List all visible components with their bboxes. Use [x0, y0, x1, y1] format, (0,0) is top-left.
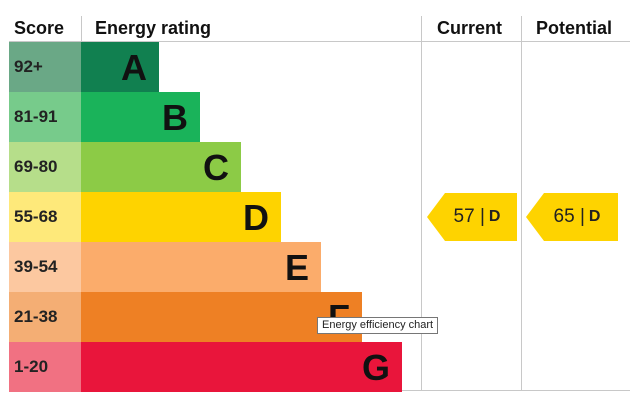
rating-bar-c: C	[81, 142, 241, 192]
rating-letter-c: C	[203, 147, 229, 188]
column-divider-potential	[521, 16, 522, 391]
rating-letter-g: G	[361, 347, 390, 388]
header-divider	[9, 41, 630, 42]
score-cell-a: 92+	[9, 42, 81, 92]
potential-arrow-shape	[526, 193, 618, 241]
score-cell-b: 81-91	[9, 92, 81, 142]
score-cell-c: 69-80	[9, 142, 81, 192]
rating-bar-g: G	[81, 342, 402, 392]
potential-band: D	[588, 208, 601, 225]
score-cell-g: 1-20	[9, 342, 81, 392]
current-arrow-shape	[427, 193, 517, 241]
rating-bar-e: E	[81, 242, 321, 292]
rating-letter-a: A	[121, 47, 147, 88]
rating-bar-b: B	[81, 92, 200, 142]
potential-separator: |	[579, 206, 585, 227]
current-header: Current	[437, 18, 503, 38]
energy-efficiency-chart: Score Energy rating Current Potential 92…	[9, 16, 630, 392]
potential-value: 65	[553, 206, 575, 227]
score-cell-d: 55-68	[9, 192, 81, 242]
rating-letter-d: D	[243, 197, 269, 238]
potential-rating-arrow: 65 | D	[526, 193, 618, 241]
current-rating-arrow: 57 | D	[427, 193, 517, 241]
current-separator: |	[479, 206, 485, 227]
potential-header: Potential	[536, 18, 613, 38]
score-header: Score	[14, 18, 65, 38]
score-cell-e: 39-54	[9, 242, 81, 292]
rating-letter-e: E	[284, 247, 309, 288]
column-divider-current	[421, 16, 422, 391]
current-band: D	[488, 208, 501, 225]
energy-rating-header: Energy rating	[95, 18, 212, 38]
chart-tooltip: Energy efficiency chart	[317, 317, 439, 334]
rating-bar-a: A	[81, 42, 159, 92]
score-cell-f: 21-38	[9, 292, 81, 342]
current-value: 57	[453, 206, 475, 227]
rating-letter-b: B	[162, 97, 188, 138]
rating-bar-d: D	[81, 192, 281, 242]
rating-bar-f: F	[81, 292, 362, 342]
